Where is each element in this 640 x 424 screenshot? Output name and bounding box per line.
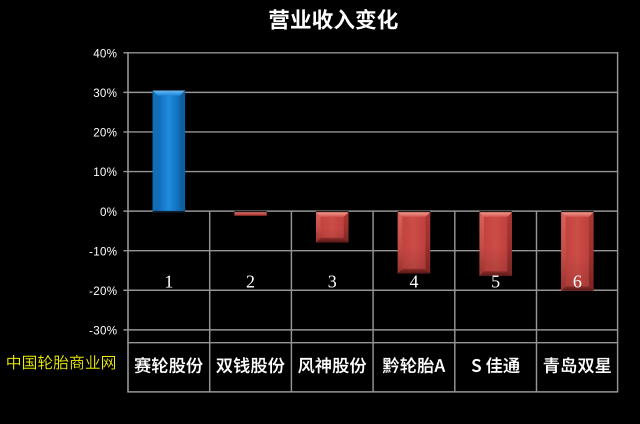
svg-text:6: 6 xyxy=(573,272,582,292)
svg-text:3: 3 xyxy=(328,272,337,292)
svg-text:40%: 40% xyxy=(93,48,117,61)
svg-text:5: 5 xyxy=(491,272,500,292)
svg-text:0%: 0% xyxy=(100,206,117,219)
svg-text:4: 4 xyxy=(409,272,418,292)
svg-text:-10%: -10% xyxy=(89,245,117,258)
svg-text:20%: 20% xyxy=(93,127,117,140)
svg-text:10%: 10% xyxy=(93,166,117,179)
svg-text:30%: 30% xyxy=(93,87,117,100)
svg-text:2: 2 xyxy=(246,272,255,292)
svg-text:-30%: -30% xyxy=(89,325,117,338)
svg-text:1: 1 xyxy=(164,272,173,292)
svg-text:-20%: -20% xyxy=(89,285,117,298)
